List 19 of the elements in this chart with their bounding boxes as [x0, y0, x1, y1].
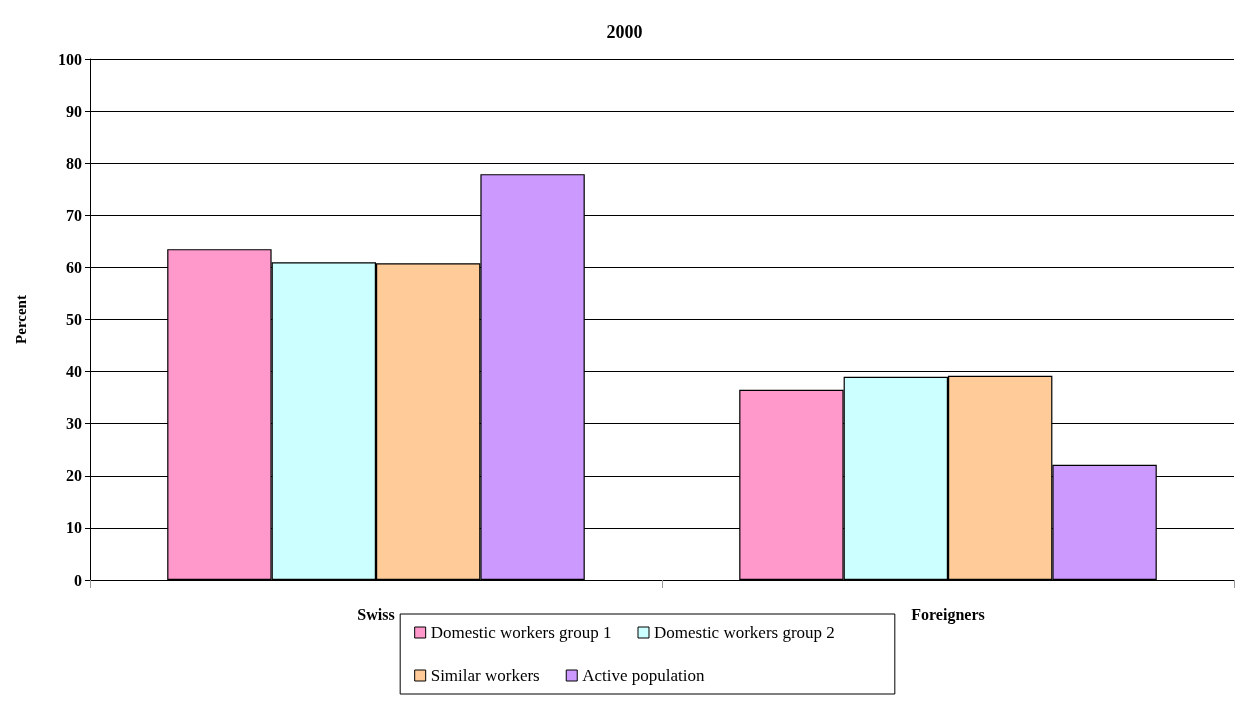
legend-label: Similar workers [430, 666, 540, 685]
y-axis-title: Percent [12, 295, 29, 344]
y-tick-label: 20 [66, 467, 82, 485]
y-tick-label: 0 [74, 571, 82, 589]
y-tick-label: 100 [58, 50, 82, 68]
y-tick-label: 30 [66, 415, 82, 433]
legend-label: Domestic workers group 1 [430, 623, 612, 642]
chart-title: 2000 [606, 22, 643, 42]
y-tick-label: 60 [66, 258, 82, 276]
y-tick-label: 70 [66, 206, 82, 224]
y-tick-label: 50 [66, 311, 82, 328]
y-tick-label: 10 [66, 519, 82, 537]
legend-label: Domestic workers group 2 [654, 623, 835, 642]
x-tick-label: Foreigners [911, 605, 985, 624]
y-tick-label: 80 [66, 154, 82, 172]
x-tick-label: Swiss [357, 605, 395, 623]
y-tick-label: 90 [66, 102, 82, 120]
legend-label: Active population [582, 666, 706, 685]
y-tick-label: 40 [66, 363, 82, 381]
